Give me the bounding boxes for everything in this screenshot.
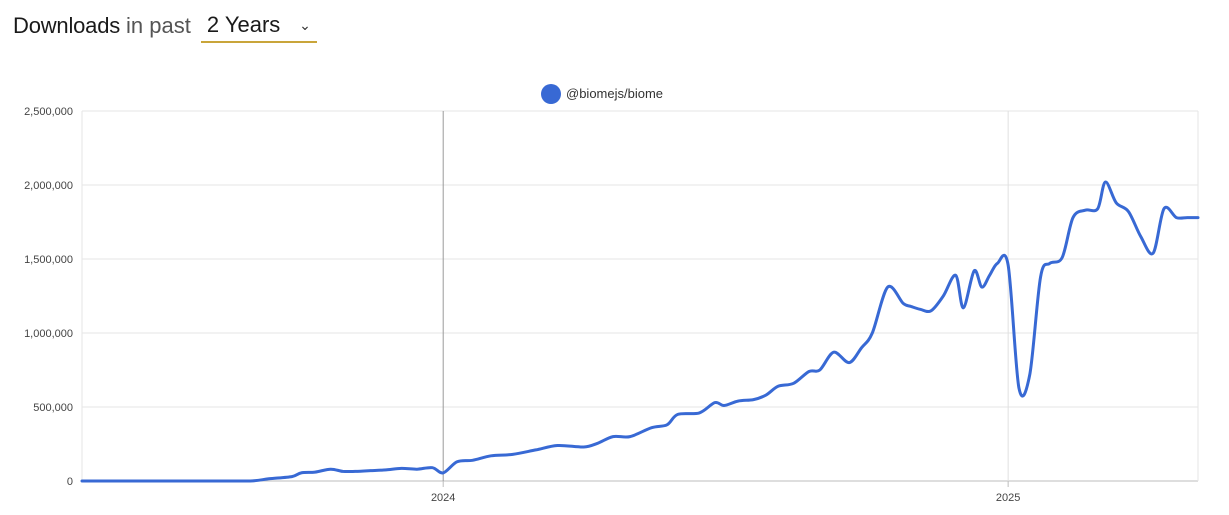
x-tick-label: 2024 <box>431 492 455 504</box>
downloads-header: Downloads in past 2 Years ⌄ <box>13 8 317 44</box>
series-line <box>80 180 1200 483</box>
downloads-subtitle: in past <box>126 13 191 38</box>
legend-label: @biomejs/biome <box>566 86 663 101</box>
period-select[interactable]: 2 Years ⌄ <box>200 10 317 43</box>
chevron-down-icon[interactable]: ⌄ <box>299 16 311 33</box>
y-tick-label: 2,500,000 <box>24 106 73 118</box>
y-tick-label: 1,000,000 <box>24 328 73 340</box>
y-tick-label: 0 <box>67 476 73 488</box>
y-tick-label: 1,500,000 <box>24 254 73 266</box>
period-select-value[interactable]: 2 Years <box>206 12 281 37</box>
downloads-title: Downloads <box>13 13 121 38</box>
y-tick-label: 500,000 <box>33 402 73 414</box>
y-tick-label: 2,000,000 <box>24 180 73 192</box>
legend-marker-icon <box>541 84 561 104</box>
x-tick-label: 2025 <box>996 492 1020 504</box>
